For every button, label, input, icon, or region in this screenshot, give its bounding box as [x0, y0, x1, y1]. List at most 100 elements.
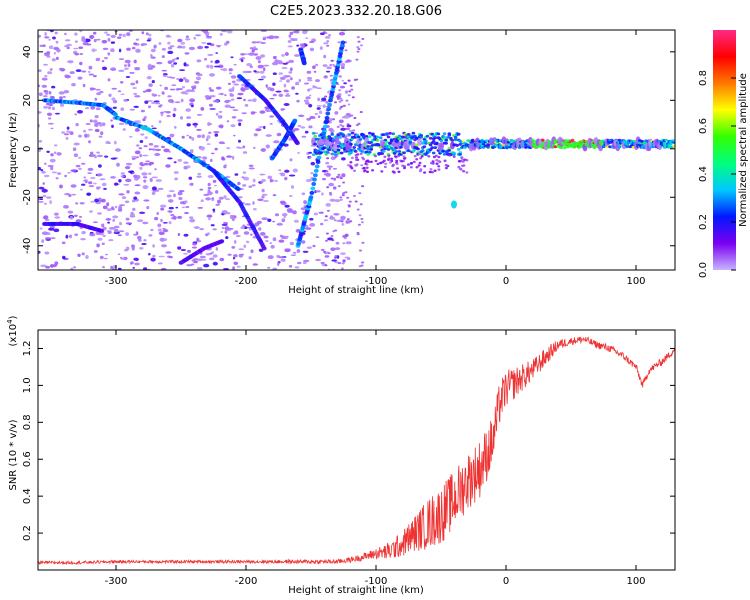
spectrogram-cell [224, 164, 228, 167]
spectrogram-cell [101, 39, 108, 44]
spectrogram-cell [207, 191, 213, 196]
spectrogram-cell [343, 237, 347, 240]
spectrogram-cell [175, 206, 179, 209]
spectrogram-cell [330, 152, 335, 156]
spectrogram-cell [371, 169, 375, 172]
spectrogram-cell [341, 223, 345, 226]
spectrogram-cell [344, 256, 350, 259]
spectrogram-cell [430, 161, 433, 165]
spectrogram-cell [141, 243, 147, 245]
spectrogram-cell [142, 90, 146, 93]
snr-y-multiplier-exponent: 4 [6, 319, 14, 324]
spectrogram-cell [38, 69, 42, 72]
spectrogram-cell [90, 200, 95, 203]
spectrogram-cell [361, 261, 365, 264]
spectrogram-cell [360, 264, 364, 267]
spectrogram-cell [89, 233, 96, 237]
x-tick-label: -300 [105, 576, 128, 587]
spectrogram-cell [325, 111, 331, 116]
y-tick-label: -40 [22, 238, 33, 254]
spectrogram-cell [119, 221, 122, 226]
spectrogram-cell [134, 184, 141, 187]
spectrogram-cell [151, 127, 157, 130]
spectrogram-marks [38, 30, 675, 270]
x-tick-label: 100 [626, 576, 645, 587]
spectrogram-cell [66, 46, 70, 50]
spectrogram-cell [88, 73, 94, 76]
spectrogram-cell [204, 95, 210, 98]
spectrogram-cell [123, 99, 128, 102]
spectrogram-cell [276, 59, 282, 63]
spectrogram-cell [431, 160, 435, 163]
spectrogram-cell [330, 133, 335, 136]
spectrogram-cell [107, 230, 112, 235]
spectrogram-cell [407, 133, 411, 136]
spectrogram-cell [135, 80, 139, 84]
spectrogram-cell [578, 140, 583, 144]
spectrogram-cell [185, 90, 191, 93]
spectrogram-x-axis-label: Height of straight line (km) [288, 285, 424, 296]
snr-y-multiplier-base: (x10 [8, 324, 19, 347]
spectrogram-cell [75, 69, 82, 72]
spectrogram-cell [214, 65, 220, 68]
spectrogram-cell [325, 232, 329, 235]
spectrogram-cell [218, 196, 224, 200]
spectrogram-cell [168, 190, 175, 193]
spectrogram-cell [145, 32, 149, 36]
spectrogram-cell [79, 61, 83, 66]
spectrogram-cell [126, 47, 131, 51]
spectrogram-cell [330, 215, 333, 218]
spectrogram-cell [351, 96, 355, 99]
spectrogram-cell [110, 176, 116, 179]
spectrogram-cell [196, 175, 202, 178]
spectrogram-cell [96, 243, 100, 248]
spectrogram-cell [326, 66, 333, 70]
spectrogram-cell [152, 244, 155, 248]
spectrogram-cell [79, 53, 84, 55]
spectrogram-cell [328, 118, 333, 122]
spectrogram-cell [300, 207, 306, 211]
spectrogram-cell [312, 65, 316, 69]
spectrogram-cell [189, 89, 196, 93]
spectrogram-cell [184, 52, 190, 55]
spectrogram-cell [441, 149, 445, 153]
spectrogram-cell [132, 87, 137, 89]
spectrogram-cell [283, 103, 290, 106]
spectrogram-cell [124, 67, 129, 70]
spectrogram-cell [361, 185, 365, 188]
spectrogram-cell [326, 186, 330, 189]
spectrogram-cell [261, 193, 268, 196]
spectrogram-cell [395, 162, 399, 166]
spectrogram-cell [269, 87, 275, 92]
spectrogram-cell [272, 72, 277, 75]
spectrogram-cell [105, 218, 112, 221]
spectrogram-cell [342, 192, 346, 195]
spectrogram-cell [343, 115, 350, 119]
spectrogram-cell [323, 219, 329, 222]
spectrogram-cell [233, 261, 239, 265]
spectrogram-cell [125, 178, 132, 183]
spectrogram-cell [387, 158, 390, 161]
spectrogram-cell [220, 142, 226, 144]
spectrogram-cell [151, 148, 156, 151]
spectrogram-cell [162, 227, 166, 230]
spectrogram-cell [261, 195, 265, 199]
spectrogram-cell [133, 174, 138, 178]
spectrogram-cell [237, 92, 244, 96]
spectrogram-cell [342, 259, 346, 262]
spectrogram-cell [228, 68, 233, 72]
spectrogram-cell [205, 98, 210, 100]
spectrogram-cell [345, 90, 348, 94]
spectrogram-cell [221, 223, 228, 226]
spectrogram-cell [260, 42, 266, 44]
spectrogram-cell [75, 164, 81, 168]
spectrogram-cell [428, 143, 433, 147]
spectrogram-cell [135, 48, 141, 53]
spectrogram-cell [124, 64, 127, 67]
spectrogram-cell [148, 234, 153, 237]
figure-title: C2E5.2023.332.20.18.G06 [270, 4, 442, 19]
spectrogram-cell [178, 197, 183, 200]
spectrogram-cell [107, 221, 110, 224]
x-tick-label: -100 [365, 576, 388, 587]
spectrogram-cell [215, 247, 218, 251]
